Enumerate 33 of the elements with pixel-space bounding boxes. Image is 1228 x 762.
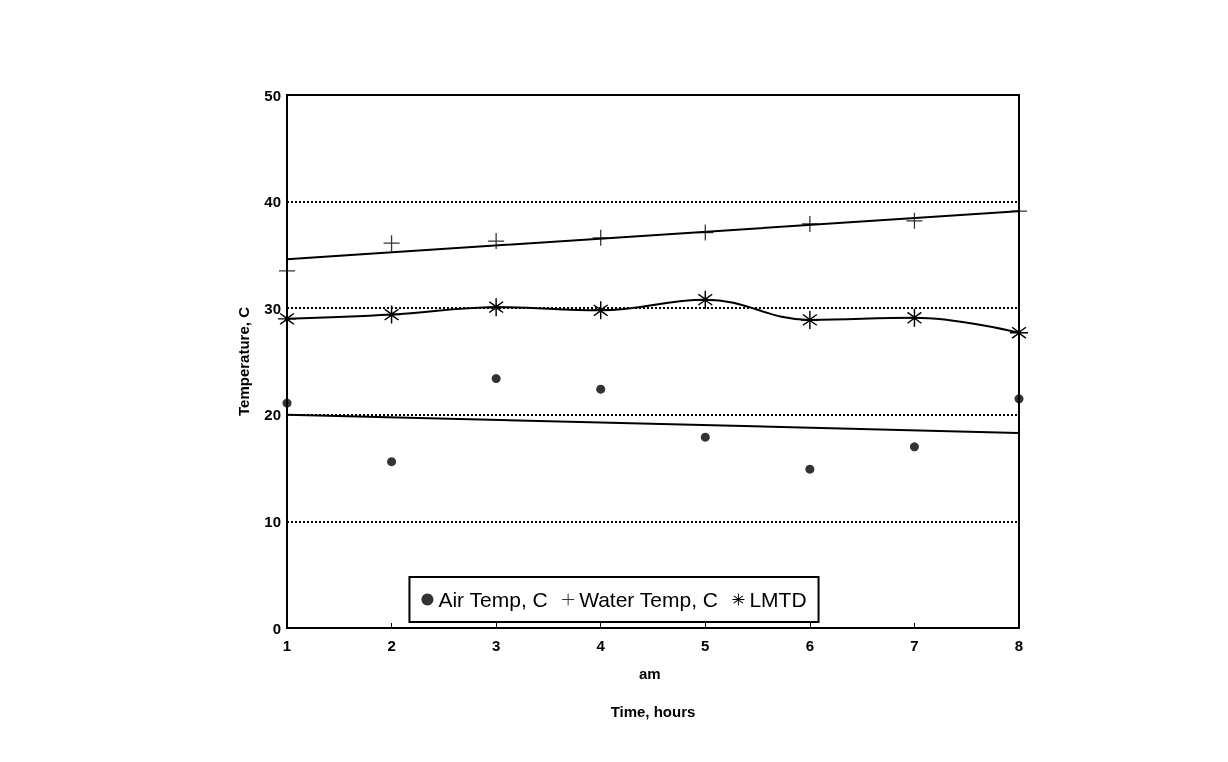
y-tick-label: 30 xyxy=(264,299,281,317)
point xyxy=(488,233,505,250)
legend-label: Water Temp, C xyxy=(579,588,719,611)
x-tick-label: 1 xyxy=(282,637,292,654)
x-tick-label: 2 xyxy=(387,637,396,654)
text: am xyxy=(639,665,661,682)
y-tick-label: 10 xyxy=(264,512,281,530)
x-tick-label: 3 xyxy=(491,637,501,654)
point xyxy=(905,308,924,327)
legend-label: Air Temp, C xyxy=(438,588,548,611)
y-tick-label: 40 xyxy=(264,193,281,211)
x-tick-label: 4 xyxy=(596,637,606,654)
point xyxy=(1014,394,1024,404)
x-tick-label: 8 xyxy=(1014,637,1024,654)
point xyxy=(491,374,501,384)
x-axis-title: Time, hours xyxy=(610,703,696,720)
point xyxy=(282,398,292,408)
y-tick-label: 50 xyxy=(264,86,281,104)
y-axis-title: Temperature, C xyxy=(235,306,252,416)
point xyxy=(387,457,397,467)
x-tick-label: 6 xyxy=(805,637,815,654)
y-tick-label: 20 xyxy=(264,406,281,424)
x-tick-label: 7 xyxy=(910,637,919,654)
point xyxy=(805,464,815,474)
point xyxy=(909,442,919,452)
x-tick-label: 5 xyxy=(701,637,710,654)
point xyxy=(800,310,819,329)
legend-label: LMTD xyxy=(749,588,807,611)
point xyxy=(700,432,710,442)
point xyxy=(596,384,606,394)
y-tick-label: 0 xyxy=(272,619,281,637)
point xyxy=(801,215,818,232)
point xyxy=(487,298,506,317)
